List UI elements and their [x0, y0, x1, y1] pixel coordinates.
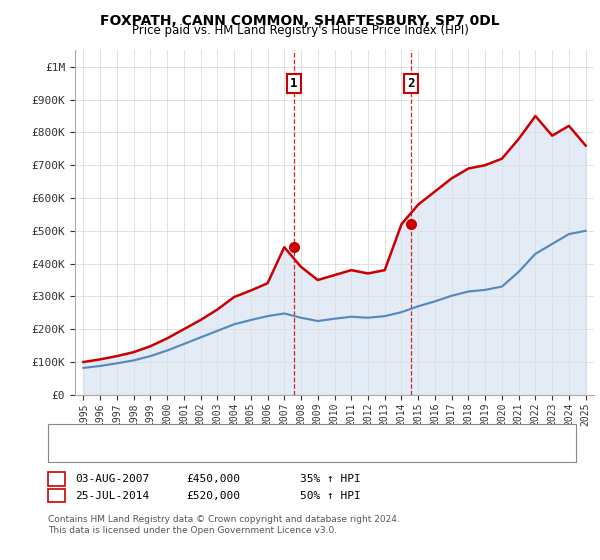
Text: 2: 2 — [407, 77, 415, 90]
Text: FOXPATH, CANN COMMON, SHAFTESBURY, SP7 0DL: FOXPATH, CANN COMMON, SHAFTESBURY, SP7 0… — [100, 14, 500, 28]
Text: 1: 1 — [290, 77, 298, 90]
Text: £450,000: £450,000 — [186, 474, 240, 484]
Text: This data is licensed under the Open Government Licence v3.0.: This data is licensed under the Open Gov… — [48, 526, 337, 535]
Text: ——: —— — [55, 427, 86, 442]
Text: ——: —— — [55, 445, 86, 460]
Text: Price paid vs. HM Land Registry's House Price Index (HPI): Price paid vs. HM Land Registry's House … — [131, 24, 469, 36]
Text: 35% ↑ HPI: 35% ↑ HPI — [300, 474, 361, 484]
Text: 50% ↑ HPI: 50% ↑ HPI — [300, 491, 361, 501]
Text: 03-AUG-2007: 03-AUG-2007 — [75, 474, 149, 484]
Text: 25-JUL-2014: 25-JUL-2014 — [75, 491, 149, 501]
Text: HPI: Average price, detached house, Dorset: HPI: Average price, detached house, Dors… — [93, 447, 355, 458]
Text: £520,000: £520,000 — [186, 491, 240, 501]
Text: FOXPATH, CANN COMMON, SHAFTESBURY, SP7 0DL (detached house): FOXPATH, CANN COMMON, SHAFTESBURY, SP7 0… — [93, 430, 462, 440]
Text: Contains HM Land Registry data © Crown copyright and database right 2024.: Contains HM Land Registry data © Crown c… — [48, 515, 400, 524]
Text: 2: 2 — [53, 491, 60, 501]
Text: 1: 1 — [53, 474, 60, 484]
